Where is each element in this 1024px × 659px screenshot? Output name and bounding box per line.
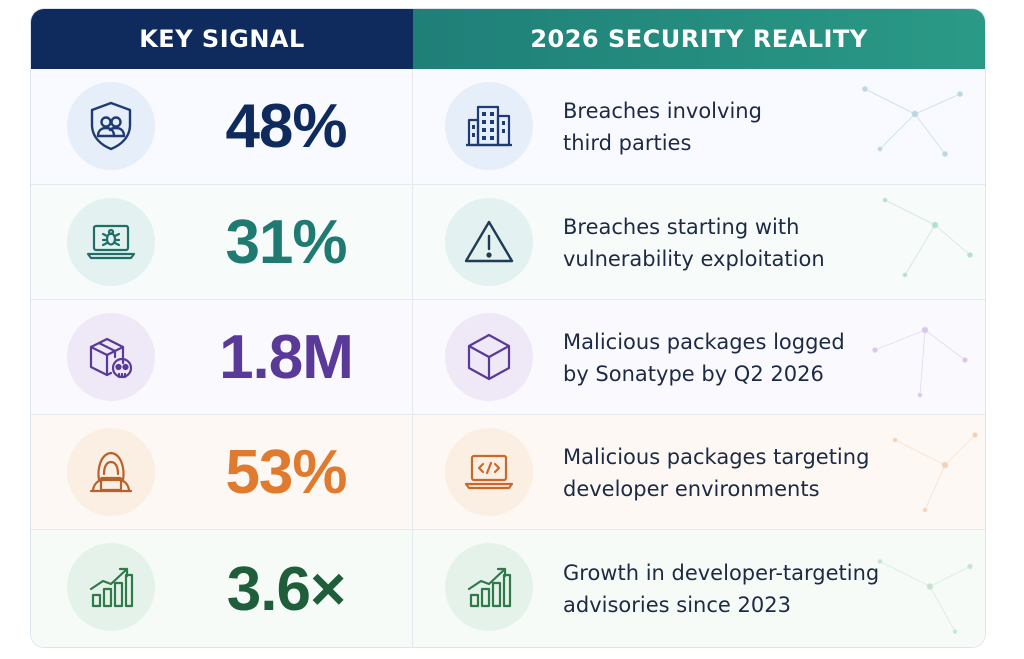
key-signal-cell: 3.6× [31,530,413,647]
description: Breaches starting with vulnerability exp… [563,185,943,300]
description-line: vulnerability exploitation [563,246,825,271]
description: Breaches involving third parties [563,69,943,184]
stat-value: 31% [225,208,347,277]
stat-value: 48% [225,92,347,161]
building-icon [445,82,533,170]
description-line: developer environments [563,476,820,501]
security-reality-cell: Breaches involving third parties [413,69,985,184]
description-line: Growth in developer-targeting [563,561,880,585]
laptop-bug-icon [67,198,155,286]
cube-icon [445,313,533,401]
table-row: 3.6× Growth in developer-targeting advi [31,529,985,647]
stat-value: 3.6× [226,554,346,624]
key-signal-cell: 48% [31,69,413,184]
description: Malicious packages logged by Sonatype by… [563,300,943,415]
table-row: 53% Malicious packages targeting develop… [31,414,985,530]
description-line: Malicious packages logged [563,329,845,354]
table-header: KEY SIGNAL 2026 SECURITY REALITY [31,9,985,69]
description-line: by Sonatype by Q2 2026 [563,361,824,386]
description-line: Malicious packages targeting [563,444,870,469]
description: Malicious packages targeting developer e… [563,415,943,530]
key-signal-cell: 53% [31,415,413,530]
security-reality-cell: Growth in developer-targeting advisories… [413,530,985,647]
header-security-reality: 2026 SECURITY REALITY [413,9,985,69]
table-row: 48% [31,69,985,184]
package-skull-icon [67,313,155,401]
laptop-code-icon [445,428,533,516]
key-signal-cell: 31% [31,185,413,300]
growth-chart-icon [67,543,155,631]
network-pattern-icon [877,559,973,634]
security-reality-cell: Breaches starting with vulnerability exp… [413,185,985,300]
header-key-signal: KEY SIGNAL [31,9,413,69]
description-line: third parties [563,130,692,155]
network-pattern-icon [872,326,968,398]
table-body: 48% [31,69,985,647]
description-line: Breaches starting with [563,214,800,239]
table-row: 31% Breaches starting with vulnerability… [31,184,985,300]
network-pattern-icon [892,432,978,513]
key-signal-cell: 1.8M [31,300,413,415]
shield-users-icon [67,82,155,170]
warning-triangle-icon [445,198,533,286]
description-line: advisories since 2023 [563,593,791,617]
description: Growth in developer-targeting advisories… [563,530,943,647]
stat-value: 53% [225,438,347,507]
security-infographic-card: KEY SIGNAL 2026 SECURITY REALITY 48% [30,8,986,648]
security-reality-cell: Malicious packages targeting developer e… [413,415,985,530]
stat-value: 1.8M [219,323,354,392]
hooded-hacker-icon [67,428,155,516]
growth-chart-icon [445,543,533,631]
network-pattern-icon [862,86,963,157]
table-row: 1.8M Malicious packages logged by Sonaty… [31,299,985,415]
description-line: Breaches involving [563,98,762,123]
network-pattern-icon [882,197,973,278]
security-reality-cell: Malicious packages logged by Sonatype by… [413,300,985,415]
